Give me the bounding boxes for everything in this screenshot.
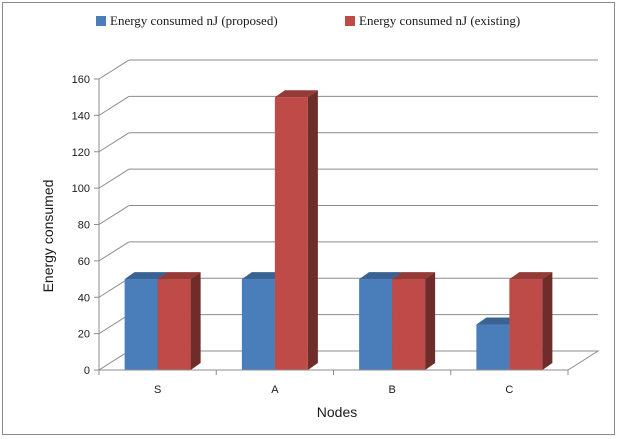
gridline-side [98,314,130,335]
legend-label: Energy consumed nJ (proposed) [110,13,278,28]
chart-svg: 0 20 40 60 80 100 120 140 160 S A B C Energy consume… [40,13,600,420]
bars [124,90,553,370]
bar-front [476,324,510,370]
y-tick-label: 20 [78,329,90,341]
y-tick-label: 120 [72,147,90,159]
bar-front [274,97,308,370]
x-tick-label: B [388,384,395,396]
chart-frame: 0 20 40 60 80 100 120 140 160 S A B C Energy consume… [2,2,615,435]
bar [392,272,436,370]
tick-labels: 0 20 40 60 80 100 120 140 160 S A B C [72,74,514,396]
bar-front [157,279,191,370]
y-tick-label: 160 [72,74,90,86]
y-tick-label: 40 [78,292,90,304]
x-tick-label: C [505,384,513,396]
bar-front [241,279,275,370]
gridline-side [98,95,130,116]
legend-swatch [345,16,355,26]
bar-front [359,279,393,370]
bar-side [307,90,318,370]
bar-top [241,272,285,280]
y-tick-label: 100 [72,183,90,195]
bar [509,272,553,370]
y-tick-label: 80 [78,220,90,232]
bar-top [476,317,520,325]
bar [157,272,201,370]
gridline-side [98,168,130,189]
bar-side [542,272,553,370]
bar-top [274,90,318,98]
x-axis-title: Nodes [317,404,357,420]
bar-front [124,279,158,370]
bar-side [425,272,436,370]
gridline-side [98,205,130,225]
bar-top [359,272,403,280]
bar-front [509,279,543,370]
bar-top [509,272,553,280]
legend-swatch [96,16,106,26]
gridline-side [98,241,130,262]
bar [274,90,318,370]
gridline-side [98,277,130,298]
legend: Energy consumed nJ (proposed) Energy cons… [96,13,520,28]
y-axis-title: Energy consumed [40,180,56,293]
y-tick-label: 140 [72,110,90,122]
bar-front [392,279,426,370]
y-tick-label: 60 [78,256,90,268]
bar-side [190,272,201,370]
x-tick-label: S [154,384,161,396]
bar-top [392,272,436,280]
gridline-side [98,59,130,80]
bar-top [124,272,168,280]
gridline-side [98,132,130,153]
x-tick-label: A [271,384,279,396]
legend-label: Energy consumed nJ (existing) [359,13,520,28]
bar-top [157,272,201,280]
y-tick-label: 0 [84,365,90,377]
axes [94,78,569,375]
